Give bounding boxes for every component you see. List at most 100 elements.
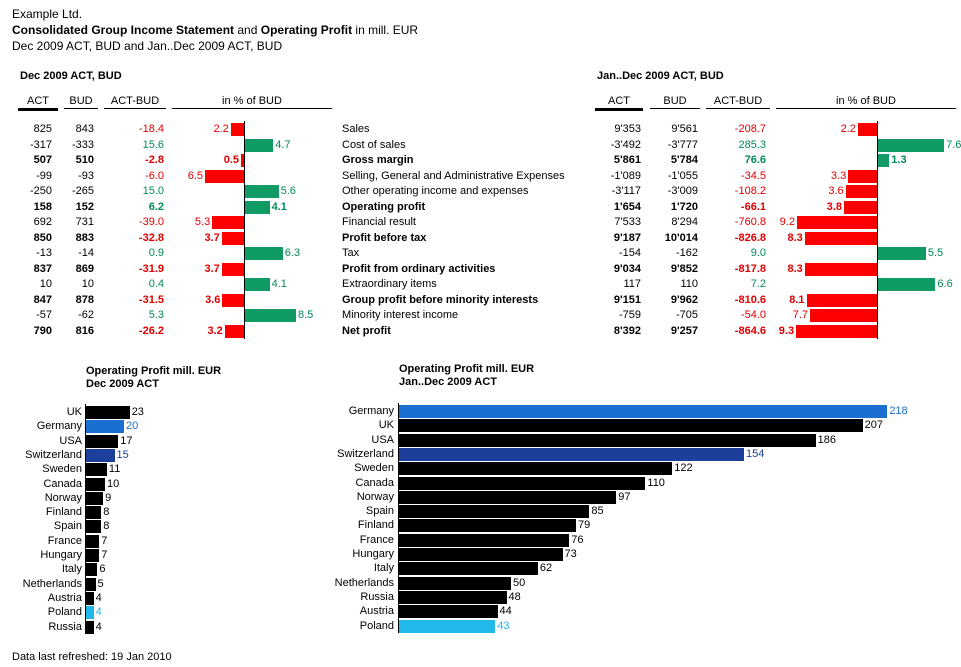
- chart-bar: [86, 520, 102, 533]
- row-bud-year: 10'014: [664, 232, 698, 244]
- pct-bar-month: [245, 185, 279, 198]
- row-diff-year: -34.5: [740, 170, 766, 182]
- chart-bar: [86, 463, 107, 476]
- row-act-year: -3'117: [611, 185, 641, 197]
- chart-month-title: Operating Profit mill. EUR: [86, 365, 222, 377]
- row-bud-month: -14: [78, 247, 94, 259]
- row-bud-year: -162: [675, 247, 698, 259]
- pct-bar-year: [804, 232, 877, 245]
- pct-bar-year: [845, 185, 877, 198]
- chart-year-subtitle: Jan..Dec 2009 ACT: [399, 376, 498, 388]
- chart-value-label: 218: [889, 405, 908, 417]
- act-month-underline: [18, 108, 58, 111]
- chart-bar: [399, 562, 538, 575]
- chart-bar: [399, 577, 511, 590]
- row-label: Gross margin: [342, 154, 414, 166]
- chart-category-label: Austria: [47, 592, 82, 604]
- chart-bar: [399, 519, 576, 532]
- pct-label-month: 2.2: [213, 123, 229, 135]
- chart-category-label: Hungary: [40, 549, 82, 561]
- row-diff-month: -26.2: [138, 325, 164, 337]
- pct-year-underline: [776, 108, 956, 109]
- row-diff-year: -208.7: [734, 123, 766, 135]
- row-act-month: 10: [39, 278, 52, 290]
- pct-label-month: 4.1: [271, 201, 287, 213]
- row-act-year: 1'654: [613, 201, 641, 213]
- pct-bar-month: [245, 247, 283, 260]
- chart-bar: [399, 434, 816, 447]
- chart-category-label: Russia: [360, 591, 394, 603]
- diff-year-underline: [706, 108, 770, 109]
- row-act-month: 158: [33, 201, 52, 213]
- pct-label-month: 6.3: [284, 247, 301, 259]
- row-act-month: 692: [33, 216, 52, 228]
- row-diff-month: -2.8: [145, 154, 164, 166]
- chart-category-label: Netherlands: [334, 577, 394, 589]
- chart-value-label: 73: [564, 548, 577, 560]
- chart-bar: [86, 621, 94, 634]
- chart-value-label: 6: [99, 563, 106, 575]
- chart-category-label: France: [47, 535, 82, 547]
- chart-bar: [86, 420, 124, 433]
- row-act-year: 5'861: [613, 154, 641, 166]
- left-section-title: Dec 2009 ACT, BUD: [20, 70, 122, 82]
- pct-bar-year: [796, 216, 877, 229]
- chart-year-axis: [398, 403, 399, 633]
- pct-label-month: 3.6: [205, 294, 221, 306]
- chart-category-label: Switzerland: [25, 449, 82, 461]
- row-label: Profit before tax: [342, 232, 427, 244]
- chart-value-label: 15: [116, 449, 129, 461]
- chart-year-title: Operating Profit mill. EUR: [399, 363, 535, 375]
- col-header-bud-year: BUD: [663, 95, 687, 107]
- row-act-year: -3'492: [610, 139, 641, 151]
- pct-bar-month: [230, 123, 244, 136]
- row-bud-month: 10: [81, 278, 94, 290]
- row-diff-month: 15.6: [142, 139, 164, 151]
- chart-category-label: Finland: [45, 506, 82, 518]
- pct-bar-month: [241, 154, 244, 167]
- row-label: Net profit: [342, 325, 391, 337]
- chart-category-label: Italy: [61, 563, 82, 575]
- pct-bar-year: [878, 278, 936, 291]
- pct-bar-year: [878, 247, 926, 260]
- chart-bar: [86, 606, 94, 619]
- row-act-year: -759: [618, 309, 641, 321]
- row-act-month: -250: [29, 185, 52, 197]
- row-bud-month: 731: [75, 216, 94, 228]
- row-act-month: 850: [33, 232, 52, 244]
- pct-bar-year: [878, 139, 945, 152]
- chart-category-label: Finland: [357, 519, 394, 531]
- col-header-diff-year: ACT-BUD: [713, 95, 763, 107]
- chart-category-label: UK: [66, 406, 82, 418]
- row-label: Selling, General and Administrative Expe…: [342, 170, 565, 182]
- chart-category-label: Hungary: [352, 548, 394, 560]
- row-label: Profit from ordinary activities: [342, 263, 496, 275]
- chart-category-label: Switzerland: [337, 448, 394, 460]
- chart-bar: [86, 506, 102, 519]
- row-diff-month: -31.5: [138, 294, 164, 306]
- chart-value-label: 79: [577, 519, 591, 531]
- row-diff-month: -18.4: [138, 123, 164, 135]
- chart-category-label: Norway: [44, 492, 82, 504]
- chart-category-label: Norway: [356, 491, 394, 503]
- chart-category-label: France: [359, 534, 394, 546]
- row-label: Other operating income and expenses: [342, 185, 529, 197]
- chart-value-label: 4: [95, 621, 102, 633]
- row-label: Cost of sales: [342, 139, 406, 151]
- row-bud-month: 843: [75, 123, 94, 135]
- chart-value-label: 154: [745, 448, 765, 460]
- chart-bar: [86, 549, 100, 562]
- row-label: Financial result: [342, 216, 416, 228]
- chart-value-label: 186: [817, 434, 836, 446]
- chart-month-axis: [85, 404, 86, 634]
- chart-value-label: 23: [131, 406, 144, 418]
- pct-label-year: 3.6: [828, 185, 844, 197]
- chart-month-subtitle: Dec 2009 ACT: [86, 378, 159, 390]
- row-diff-month: 0.4: [148, 278, 164, 290]
- chart-value-label: 7: [101, 549, 108, 561]
- pct-label-year: 3.8: [826, 201, 842, 213]
- row-act-month: -57: [36, 309, 52, 321]
- row-diff-month: 0.9: [148, 247, 164, 259]
- chart-bar: [86, 563, 98, 576]
- pct-bar-month: [245, 139, 274, 152]
